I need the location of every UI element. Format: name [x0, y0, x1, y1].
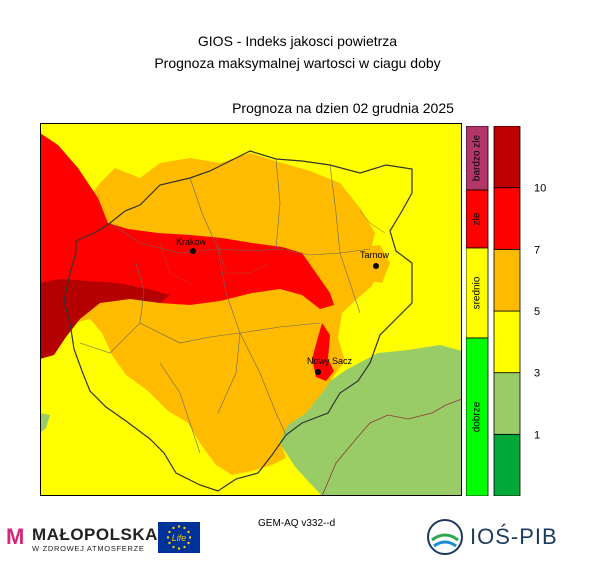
forecast-date: Prognoza na dzien 02 grudnia 2025: [232, 100, 454, 116]
ios-pib-text: IOŚ-PIB: [470, 524, 558, 549]
city-marker-tarnow: [373, 263, 379, 269]
eu-star: [168, 541, 171, 545]
city-tarnow: Tarnow: [360, 250, 390, 269]
eu-star: [183, 545, 186, 549]
zone-good: [266, 345, 462, 496]
legend-scale-band-3: [493, 248, 521, 312]
legend-scale-band-4: [493, 187, 521, 250]
legend-category-label-1: zle: [472, 212, 483, 225]
eu-life-logo: Life: [158, 522, 200, 553]
city-krakow: Krakow: [176, 237, 207, 254]
eu-star: [183, 526, 186, 530]
air-quality-map: Krakow Tarnow Nowy Sacz: [40, 123, 462, 496]
city-nowy-sacz: Nowy Sacz: [307, 356, 353, 375]
malopolska-logo-name: MAŁOPOLSKA: [32, 525, 158, 544]
county-border: [79, 158, 371, 454]
eu-star: [188, 536, 192, 539]
city-label-krakow: Krakow: [176, 237, 207, 247]
zone-good-west: [40, 413, 50, 433]
voivodeship-border: [63, 150, 413, 492]
legend-scale-band-2: [493, 310, 521, 374]
eu-star: [172, 526, 175, 530]
model-version: GEM-AQ v332--d: [258, 518, 336, 529]
legend-scale-label-3: 7: [534, 244, 540, 256]
legend-scale-label-2: 5: [534, 306, 540, 318]
life-text: Life: [172, 533, 187, 543]
ios-pib-emblem: [427, 519, 463, 555]
legend-category-label-3: dobrze: [472, 401, 483, 432]
city-marker-krakow: [190, 248, 196, 254]
legend-scale-band-0: [493, 433, 521, 496]
legend-scale-band-1: [493, 372, 521, 435]
eu-star: [168, 530, 171, 534]
zone-bad-nowy-sacz: [312, 323, 334, 381]
eu-stars: [166, 525, 192, 550]
state-border: [321, 398, 462, 496]
zone-bad: [40, 133, 334, 353]
ios-pib-logo: IOŚ-PIB: [426, 516, 561, 558]
eu-star: [177, 525, 181, 528]
legend-scale-band-5: [493, 126, 521, 189]
malopolska-logo-tagline: W ZDROWEJ ATMOSFERZE: [32, 544, 145, 553]
legend-category-label-2: srednio: [472, 276, 483, 309]
emblem-wave-blue: [433, 540, 457, 548]
zone-very-bad: [40, 279, 170, 359]
value-scale: 1 3 5 7 10: [493, 126, 546, 496]
map-subtitle: Prognoza maksymalnej wartosci w ciagu do…: [154, 55, 441, 71]
eu-star: [187, 541, 190, 545]
city-marker-nowy-sacz: [315, 369, 321, 375]
malopolska-logo-mark: M: [6, 524, 25, 549]
city-label-tarnow: Tarnow: [360, 250, 390, 260]
legend-scale-label-1: 3: [534, 368, 540, 380]
eu-star: [166, 536, 170, 539]
inner-county-border: [159, 210, 386, 284]
legend-category-label-0: bardzo zle: [472, 134, 483, 181]
eu-star: [177, 547, 181, 550]
malopolska-logo: M MAŁOPOLSKA W ZDROWEJ ATMOSFERZE: [6, 522, 158, 558]
emblem-circle: [427, 519, 463, 555]
map-title: GIOS - Indeks jakosci powietrza: [197, 33, 398, 49]
eu-star: [172, 545, 175, 549]
map-frame: [40, 123, 462, 496]
emblem-wave-green: [431, 533, 459, 542]
legend: bardzo zle zle srednio dobrze 1 3 5 7 10: [466, 126, 546, 496]
legend-scale-label-0: 1: [534, 429, 540, 441]
city-label-nowy-sacz: Nowy Sacz: [307, 356, 353, 366]
legend-scale-label-4: 10: [534, 183, 546, 195]
category-bar: bardzo zle zle srednio dobrze: [466, 126, 489, 496]
eu-star: [187, 530, 190, 534]
legend-category-3: [466, 337, 489, 496]
